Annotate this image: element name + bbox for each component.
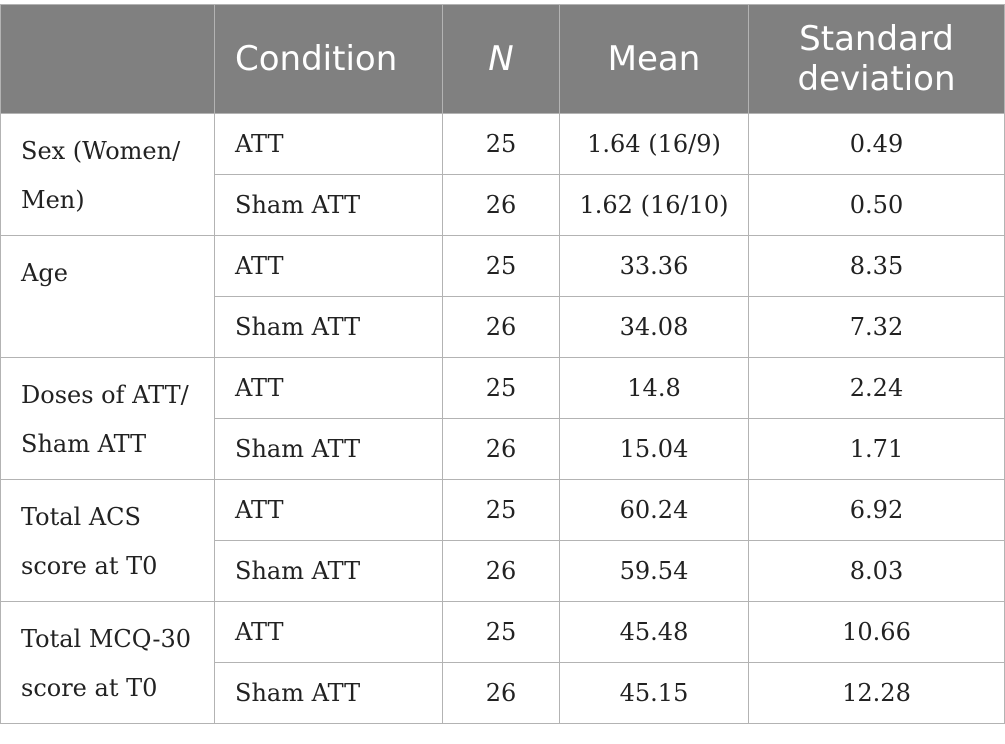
mean-cell: 1.62 (16/10) [559,174,749,236]
condition-cell: ATT [214,113,443,175]
sd-cell: 0.50 [748,174,1005,236]
condition-cell: ATT [214,479,443,541]
variable-label: Doses of ATT/ Sham ATT [0,357,215,480]
n-cell: 25 [442,113,560,175]
table-row: Sham ATT 26 45.15 12.28 [1,662,1005,724]
condition-cell: ATT [214,357,443,419]
mean-cell: 14.8 [559,357,749,419]
table-row: Total ACS score at T0 ATT 25 60.24 6.92 [0,479,1005,602]
table-row: Sham ATT 26 59.54 8.03 [1,540,1005,602]
n-cell: 25 [442,357,560,419]
header-n: N [442,4,560,114]
sd-cell: 1.71 [748,418,1005,480]
sd-cell: 0.49 [748,113,1005,175]
header-condition: Condition [214,4,443,114]
n-cell: 25 [442,479,560,541]
n-cell: 26 [442,662,560,724]
n-cell: 25 [442,235,560,297]
condition-cell: Sham ATT [214,296,443,358]
condition-cell: Sham ATT [214,418,443,480]
mean-cell: 15.04 [559,418,749,480]
header-standard-deviation: Standard deviation [748,4,1005,114]
condition-cell: ATT [214,601,443,663]
mean-cell: 59.54 [559,540,749,602]
table-row: Age ATT 25 33.36 8.35 [0,235,1005,358]
table-body: Sex (Women/ Men) ATT 25 1.64 (16/9) 0.49… [0,113,1005,724]
condition-cell: Sham ATT [214,540,443,602]
n-cell: 26 [442,174,560,236]
condition-cell: Sham ATT [214,662,443,724]
condition-cell: Sham ATT [214,174,443,236]
n-cell: 26 [442,296,560,358]
mean-cell: 1.64 (16/9) [559,113,749,175]
table-row: Sex (Women/ Men) ATT 25 1.64 (16/9) 0.49 [0,113,1005,236]
header-mean: Mean [559,4,749,114]
n-cell: 26 [442,418,560,480]
mean-cell: 34.08 [559,296,749,358]
n-cell: 25 [442,601,560,663]
mean-cell: 45.48 [559,601,749,663]
table-header: Condition N Mean Standard deviation [0,4,1005,114]
n-cell: 26 [442,540,560,602]
sd-cell: 7.32 [748,296,1005,358]
condition-cell: ATT [214,235,443,297]
mean-cell: 60.24 [559,479,749,541]
descriptive-statistics-table: Condition N Mean Standard deviation Sex … [0,4,1005,724]
variable-label: Sex (Women/ Men) [0,113,215,236]
sd-cell: 2.24 [748,357,1005,419]
sd-cell: 6.92 [748,479,1005,541]
variable-label: Total MCQ-30 score at T0 [0,601,215,724]
variable-label: Age [0,235,215,358]
sd-cell: 8.03 [748,540,1005,602]
table-row: Total MCQ-30 score at T0 ATT 25 45.48 10… [0,601,1005,724]
mean-cell: 45.15 [559,662,749,724]
table-row: Doses of ATT/ Sham ATT ATT 25 14.8 2.24 [0,357,1005,480]
header-sd-label: Standard deviation [797,19,956,99]
mean-cell: 33.36 [559,235,749,297]
table-row: Sham ATT 26 34.08 7.32 [1,296,1005,358]
sd-cell: 12.28 [748,662,1005,724]
table-row: Sham ATT 26 15.04 1.71 [1,418,1005,480]
header-row: Condition N Mean Standard deviation [0,4,1005,114]
sd-cell: 10.66 [748,601,1005,663]
variable-label: Total ACS score at T0 [0,479,215,602]
header-variable [0,4,215,114]
sd-cell: 8.35 [748,235,1005,297]
